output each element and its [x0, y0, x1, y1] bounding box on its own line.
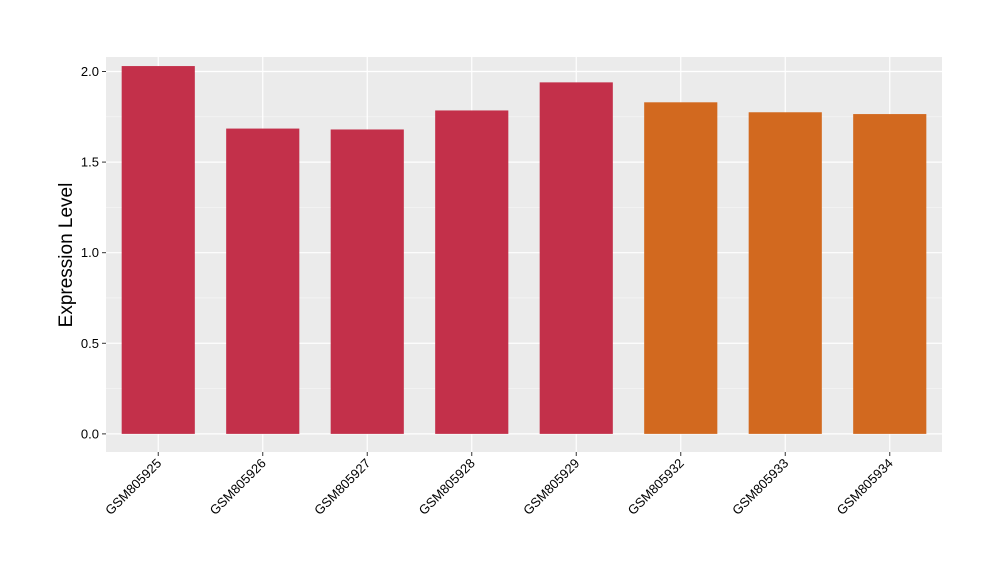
y-tick-label: 2.0	[81, 64, 99, 79]
y-tick-label: 0.5	[81, 336, 99, 351]
y-axis: 0.0 0.5 1.0 1.5 2.0	[81, 64, 106, 441]
x-tick-label: GSM805929	[520, 456, 582, 518]
x-tick-label: GSM805927	[311, 456, 373, 518]
bars	[121, 66, 927, 434]
bar	[435, 110, 509, 434]
x-axis: GSM805925 GSM805926 GSM805927 GSM805928 GSM8…	[102, 452, 896, 518]
y-tick-label: 0.0	[81, 426, 99, 441]
x-tick-label: GSM805934	[834, 456, 896, 518]
bar	[121, 66, 195, 434]
x-tick-label: GSM805925	[102, 456, 164, 518]
bar	[226, 128, 300, 434]
bar	[853, 114, 927, 434]
y-tick-label: 1.5	[81, 155, 99, 170]
bar	[748, 112, 822, 434]
y-axis-title: Expression Level	[56, 183, 77, 328]
y-tick-label: 1.0	[81, 245, 99, 260]
bar	[330, 129, 404, 434]
x-tick-label: GSM805926	[207, 456, 269, 518]
x-tick-label: GSM805928	[416, 456, 478, 518]
bar	[644, 102, 718, 434]
x-tick-label: GSM805932	[625, 456, 687, 518]
bar	[539, 82, 613, 434]
x-tick-label: GSM805933	[729, 456, 791, 518]
